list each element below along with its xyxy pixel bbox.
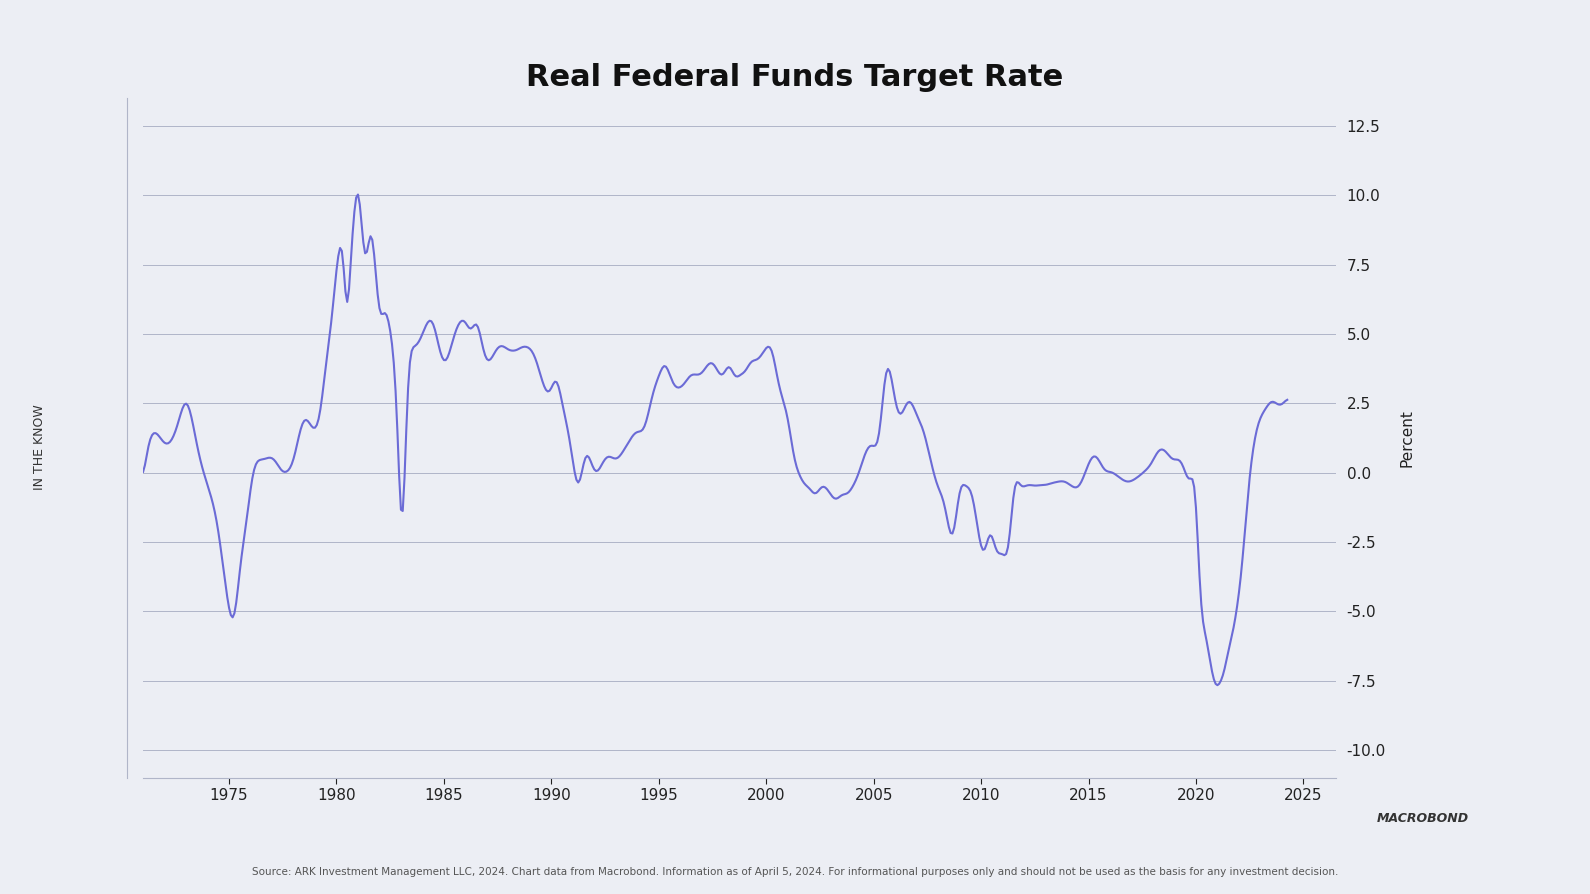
Text: Source: ARK Investment Management LLC, 2024. Chart data from Macrobond. Informat: Source: ARK Investment Management LLC, 2…	[251, 866, 1339, 877]
Text: MACROBOND: MACROBOND	[1377, 812, 1469, 824]
Y-axis label: Percent: Percent	[1399, 409, 1415, 467]
Text: IN THE KNOW: IN THE KNOW	[33, 404, 46, 490]
Text: Real Federal Funds Target Rate: Real Federal Funds Target Rate	[526, 63, 1064, 91]
